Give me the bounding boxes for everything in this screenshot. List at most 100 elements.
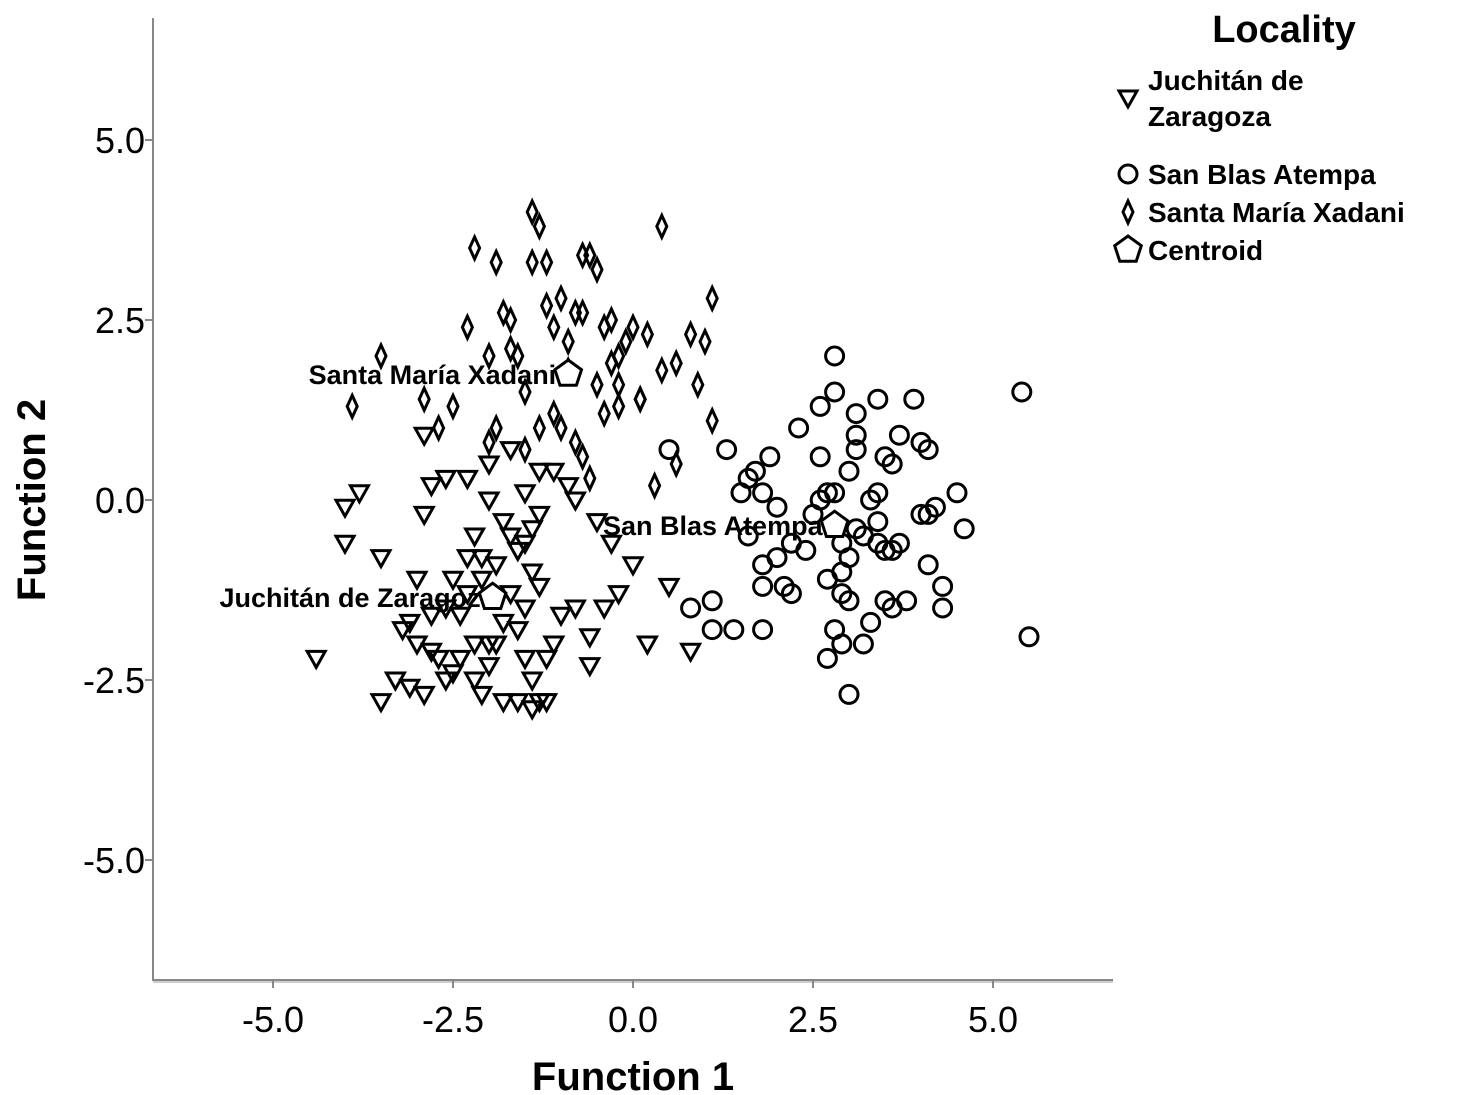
data-point-circle	[845, 424, 867, 446]
data-point-triangle-down	[592, 599, 616, 621]
data-point-diamond	[604, 305, 619, 335]
data-point-circle	[924, 496, 946, 518]
data-point-triangle-down	[477, 491, 501, 513]
data-point-triangle-down	[369, 549, 393, 570]
data-point-circle	[845, 518, 867, 540]
data-point-diamond	[525, 247, 539, 278]
legend-entry: Centroid	[1112, 234, 1263, 266]
data-point-diamond	[431, 413, 446, 443]
centroid-label: San Blas Atempa	[603, 511, 824, 541]
data-point-diamond	[547, 312, 561, 342]
data-point-circle	[752, 482, 774, 504]
data-point-circle	[701, 619, 723, 641]
data-point-circle	[888, 532, 910, 554]
data-point-triangle-down	[455, 585, 479, 606]
data-point-circle	[917, 503, 939, 525]
data-point-circle	[716, 439, 738, 461]
data-point-diamond	[575, 442, 590, 472]
centroid-point	[819, 509, 850, 538]
data-point-triangle-down	[441, 664, 465, 685]
data-point-triangle-down	[477, 455, 501, 477]
data-point-diamond	[669, 348, 683, 378]
data-point-triangle-down	[563, 491, 587, 513]
legend-entry: Juchitán de Zaragoza	[1116, 65, 1304, 132]
data-point-circle	[788, 417, 810, 439]
data-point-triangle-down	[657, 577, 681, 599]
data-point-triangle-down	[434, 671, 458, 693]
data-point-triangle-down	[542, 635, 566, 657]
data-point-diamond	[590, 254, 604, 285]
legend-entry: San Blas Atempa	[1117, 159, 1376, 190]
data-point-circle	[809, 395, 831, 417]
data-point-diamond	[374, 341, 388, 371]
data-point-circle	[737, 467, 759, 489]
data-point-diamond	[503, 334, 518, 364]
data-point-triangle-down	[470, 549, 494, 570]
data-point-triangle-down	[419, 606, 443, 628]
data-point-triangle-down	[513, 484, 537, 505]
data-point-circle	[932, 575, 954, 597]
data-point-diamond	[496, 298, 511, 328]
axes: -5.0 -2.5 0.0 2.5 5.0 5.0 2.5 0.0 -2.5 -5.0 Functi…	[10, 18, 1113, 1095]
data-point-diamond	[460, 312, 475, 342]
data-point-diamond	[489, 247, 503, 278]
data-point-triangle-down	[434, 469, 458, 491]
data-point-circle	[780, 532, 802, 554]
x-axis-title: Function 1	[532, 1055, 734, 1095]
data-point-circle	[845, 403, 867, 425]
data-point-diamond	[547, 398, 561, 429]
data-point-triangle-down	[520, 520, 544, 541]
data-point-diamond	[619, 326, 633, 357]
data-point-triangle-down	[585, 513, 609, 534]
data-point-circle	[910, 431, 932, 453]
data-point-diamond	[539, 247, 554, 278]
data-point-triangle-down	[578, 628, 602, 649]
data-point-circle	[723, 619, 745, 641]
data-point-circle	[881, 539, 903, 561]
data-point-diamond	[705, 283, 719, 314]
data-point-triangle-down	[527, 577, 551, 599]
data-point-triangle-down	[599, 534, 623, 556]
data-point-triangle-down	[470, 570, 494, 592]
data-point-diamond	[554, 413, 568, 443]
data-point-triangle-down	[513, 599, 537, 621]
data-point-triangle-down	[520, 563, 544, 585]
data-point-circle	[838, 590, 860, 612]
data-point-triangle-down	[391, 621, 415, 642]
y-tick-label: -2.5	[83, 660, 145, 701]
data-point-circle	[680, 597, 702, 619]
data-point-diamond	[532, 413, 547, 443]
data-point-circle	[824, 345, 846, 367]
data-point-circle	[946, 482, 968, 504]
data-point-circle	[860, 611, 882, 633]
data-point-circle	[816, 647, 838, 669]
data-point-diamond	[518, 377, 532, 407]
data-point-diamond	[561, 326, 575, 357]
data-point-triangle-down	[621, 556, 645, 577]
data-point-diamond	[655, 355, 669, 386]
y-axis-title: Function 2	[10, 399, 54, 601]
data-point-circle	[737, 525, 759, 547]
data-point-circle	[845, 439, 867, 461]
data-point-diamond	[518, 434, 532, 465]
data-point-circle	[852, 525, 874, 547]
data-point-diamond	[467, 233, 482, 263]
data-point-triangle-down	[455, 469, 479, 491]
data-point-circle	[809, 446, 831, 468]
data-point-triangle-down	[542, 462, 566, 484]
data-point-diamond	[611, 370, 626, 400]
data-point-diamond	[568, 427, 583, 458]
x-tick-label: 5.0	[968, 999, 1018, 1040]
legend-label: San Blas Atempa	[1148, 159, 1376, 190]
data-point-triangle-down	[419, 477, 443, 498]
data-point-diamond	[633, 384, 647, 414]
data-point-diamond	[554, 283, 568, 314]
data-point-triangle-down	[448, 649, 472, 671]
data-point-triangle-down	[506, 693, 530, 714]
data-point-triangle-down	[470, 685, 494, 707]
data-point-triangle-down	[527, 462, 551, 484]
data-point-triangle-down	[333, 498, 357, 520]
x-tick-label: -5.0	[242, 999, 304, 1040]
data-point-triangle-down	[549, 606, 573, 628]
data-point-circle	[1018, 626, 1040, 648]
